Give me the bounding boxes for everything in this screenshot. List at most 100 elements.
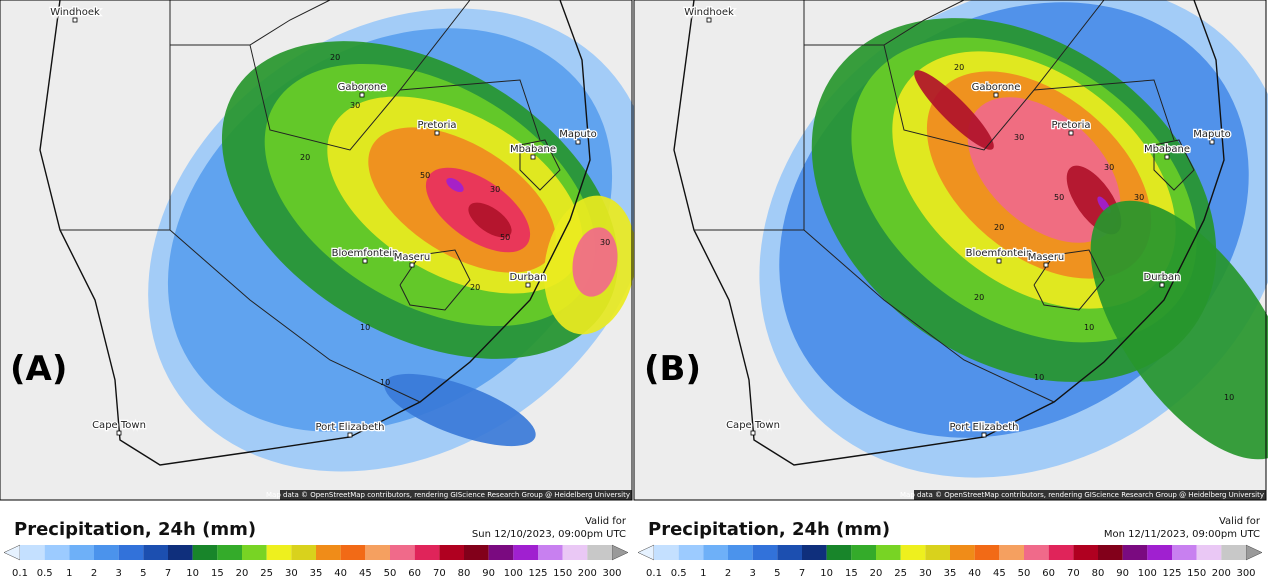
colorbar-segment [876,545,901,560]
colorbar-tick-label: 50 [1018,568,1031,579]
contour-label: 20 [330,53,340,62]
panel-label: (B) [644,349,701,389]
colorbar-under [3,544,21,561]
colorbar-tick-label: 10 [820,568,833,579]
city-marker [359,92,365,98]
city-marker [996,258,1002,264]
colorbar-segment [587,545,612,560]
city-label: Maputo [559,129,596,140]
colorbar-tick-label: 200 [578,568,597,579]
rain-area [446,177,464,193]
colorbar-segment [192,545,218,560]
valid-time: Mon 12/11/2023, 09:00pm UTC [1104,529,1260,540]
colorbar-segment [20,545,45,560]
colorbar-tick-label: 3 [749,568,755,579]
colorbar-tick-label: 45 [359,568,372,579]
border [249,0,471,151]
colorbar-segment [728,545,753,560]
contour-label: 10 [1034,373,1044,382]
city-label: Cape Town [726,420,780,431]
city-label: Maseru [394,252,431,263]
valid-label: Valid for [1219,516,1261,527]
colorbar-segment [1147,545,1172,560]
colorbar-tick-label: 150 [553,568,572,579]
colorbar-tick-label: 25 [260,568,273,579]
colorbar-segment [703,545,728,560]
city-marker [575,139,581,145]
colorbar-tick-label: 40 [334,568,347,579]
colorbar-segment [777,545,802,560]
colorbar-tick-label: 0.5 [671,568,687,579]
city-label: Port Elizabeth [949,422,1018,433]
colorbar-over [1245,544,1263,561]
colorbar-segment [826,545,852,560]
border [169,229,421,403]
colorbar-tick-label: 15 [211,568,224,579]
colorbar-tick-label: 90 [1116,568,1129,579]
border [803,229,1055,403]
colorbar-segment [44,545,70,560]
contour-label: 50 [500,233,510,242]
colorbar-tick-label: 15 [845,568,858,579]
colorbar-segment [94,545,119,560]
border [804,0,965,46]
city-marker [409,262,415,268]
colorbar-segment [1098,545,1123,560]
contour-label: 30 [1014,133,1024,142]
city-marker [347,432,353,438]
city-label: Windhoek [684,7,734,18]
map-panel: 20 30 50 30 20 30 20 10 10 10 Windhoek Gaborone Pret… [633,0,1268,579]
city-label: Maseru [1028,252,1065,263]
colorbar-segment [752,545,778,560]
colorbar-tick-label: 50 [384,568,397,579]
city-label: Durban [1144,272,1181,283]
rain-area [384,373,536,447]
colorbar-segment [242,545,267,560]
attribution: Map data © OpenStreetMap contributors, r… [266,491,630,499]
colorbar-segment [900,545,926,560]
colorbar-tick-label: 300 [602,568,621,579]
city-label: Port Elizabeth [315,422,384,433]
colorbar-segment [1048,545,1074,560]
rain-area [914,70,994,150]
colorbar-tick-label: 20 [870,568,883,579]
contour-label: 30 [350,101,360,110]
panel-label: (A) [10,349,67,389]
colorbar-tick-label: 100 [504,568,523,579]
colorbar-segment [999,545,1024,560]
colorbar-tick-label: 90 [482,568,495,579]
colorbar-tick-label: 1 [66,568,72,579]
city-label: Durban [510,272,547,283]
coastline [39,0,591,466]
city-label: Gaborone [338,82,387,93]
attribution: Map data © OpenStreetMap contributors, r… [900,491,1264,499]
city-marker [750,430,756,436]
colorbar-segment [925,545,950,560]
colorbar-segment [1122,545,1148,560]
border [399,79,541,141]
colorbar-segment [316,545,341,560]
colorbar-tick-label: 70 [433,568,446,579]
colorbar-tick-label: 200 [1212,568,1231,579]
colorbar-segment [802,545,827,560]
colorbar-tick-label: 125 [528,568,547,579]
border [1033,249,1105,311]
city-label: Mbabane [1144,144,1190,155]
colorbar-tick-label: 35 [310,568,323,579]
city-marker [1068,130,1074,136]
colorbar-segment [1196,545,1222,560]
map-panel: 20 30 20 50 30 50 20 10 30 10 Windhoek Gaborone Pret… [0,0,652,579]
city-marker [981,432,987,438]
city-marker [530,154,536,160]
colorbar-tick-label: 10 [186,568,199,579]
panel-frame [633,0,1267,501]
contour-label: 30 [490,185,500,194]
city-marker [993,92,999,98]
colorbar-segment [538,545,563,560]
city-marker [362,258,368,264]
colorbar-tick-label: 3 [115,568,121,579]
colorbar-segment [1024,545,1049,560]
colorbar-tick-label: 45 [993,568,1006,579]
city-marker [72,17,78,23]
valid-label: Valid for [585,516,627,527]
